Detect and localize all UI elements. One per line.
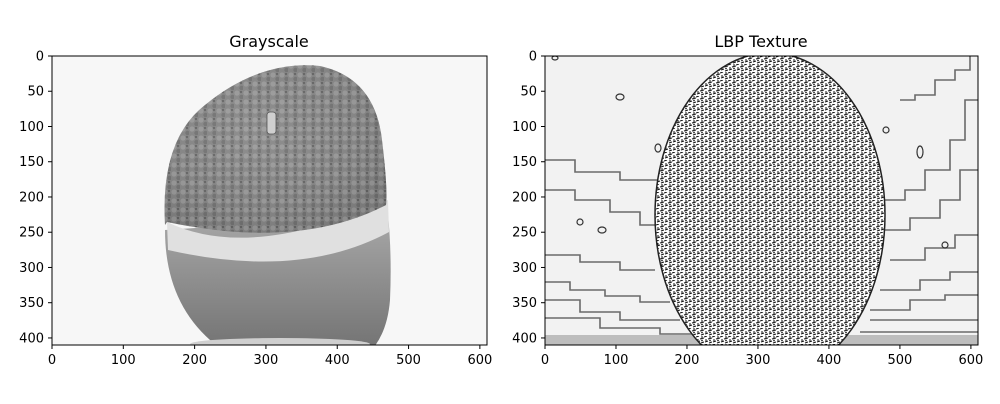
lbp-y-tick-label: 350	[512, 296, 537, 311]
grayscale-x-tick-label: 600	[467, 353, 492, 368]
lbp-y-tick-label: 100	[512, 120, 537, 135]
lbp-y-tick-label: 200	[512, 190, 537, 205]
grayscale-y-tick-label: 100	[19, 120, 44, 135]
lbp-x-tick-label: 600	[958, 353, 983, 368]
lbp-x-tick-label: 200	[675, 353, 700, 368]
grayscale-x-tick-label: 500	[396, 353, 421, 368]
grayscale-y-tick-label: 250	[19, 226, 44, 241]
grayscale-title: Grayscale	[229, 32, 308, 51]
grayscale-y-tick-label: 0	[36, 50, 44, 65]
grayscale-x-tick-label: 200	[182, 353, 207, 368]
grayscale-x-tick-label: 400	[325, 353, 350, 368]
lbp-texture-image	[545, 53, 978, 377]
lbp-y-tick-label: 400	[512, 331, 537, 346]
lbp-x-tick-label: 400	[817, 353, 842, 368]
grayscale-panel: Grayscale 0 100 200 300 400 500 600 0 50 100 150 20…	[19, 32, 492, 373]
grayscale-x-tick-label: 0	[48, 353, 56, 368]
lbp-y-tick-label: 50	[520, 85, 537, 100]
lbp-x-tick-label: 100	[604, 353, 629, 368]
grayscale-y-tick-label: 50	[27, 85, 44, 100]
lbp-x-tick-label: 0	[541, 353, 549, 368]
grayscale-x-tick-label: 100	[111, 353, 136, 368]
grayscale-x-tick-label: 300	[254, 353, 279, 368]
lbp-y-tick-label: 300	[512, 261, 537, 276]
lbp-y-tick-label: 150	[512, 155, 537, 170]
lbp-panel: LBP Texture	[512, 32, 983, 377]
lbp-y-tick-label: 0	[529, 50, 537, 65]
lbp-x-tick-label: 500	[888, 353, 913, 368]
grayscale-y-tick-label: 400	[19, 331, 44, 346]
grayscale-y-tick-label: 200	[19, 190, 44, 205]
lbp-x-tick-label: 300	[746, 353, 771, 368]
grayscale-y-tick-label: 300	[19, 261, 44, 276]
grayscale-image	[52, 56, 487, 373]
lbp-title: LBP Texture	[714, 32, 807, 51]
grayscale-y-tick-label: 350	[19, 296, 44, 311]
grayscale-y-tick-label: 150	[19, 155, 44, 170]
lbp-y-tick-label: 250	[512, 226, 537, 241]
